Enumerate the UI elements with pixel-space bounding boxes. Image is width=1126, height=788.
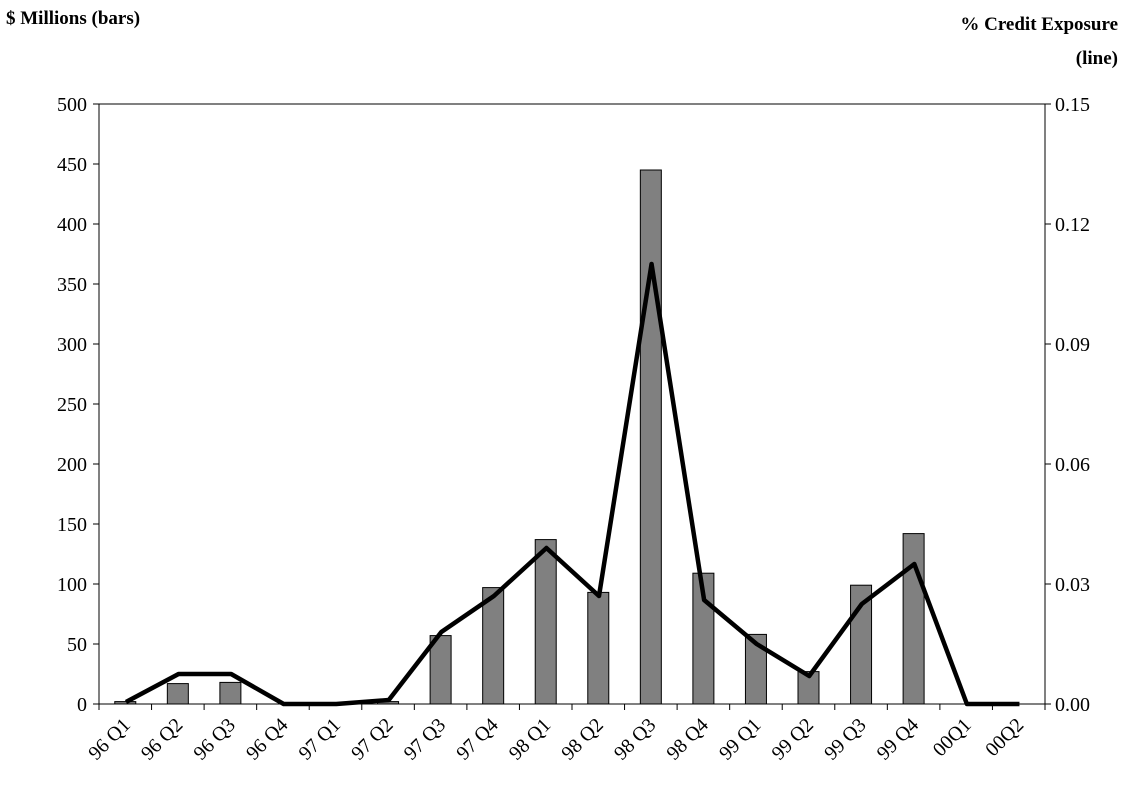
right-axis-tick-label: 0.09 [1055,334,1090,356]
exposure-line [124,261,1020,707]
x-axis-tick-label: 98 Q4 [662,714,713,765]
bar [587,591,610,705]
left-axis-tick-label: 0 [77,694,87,716]
bar [166,683,189,705]
left-axis-tick-label: 300 [57,334,87,356]
x-axis-tick-label: 99 Q1 [715,714,766,765]
x-axis-tick-label: 97 Q2 [347,714,398,765]
x-axis-tick-label: 99 Q3 [820,714,871,765]
x-axis-tick-label: 96 Q1 [84,714,135,765]
x-axis-tick-label: 98 Q3 [610,714,661,765]
x-axis-tick-label: 00Q2 [981,714,1028,761]
bar [639,169,662,705]
right-axis-tick-label: 0.15 [1055,94,1090,116]
left-axis-tick-label: 100 [57,574,87,596]
x-axis-tick-label: 97 Q4 [452,714,503,765]
right-axis-title-line1: % Credit Exposure [960,14,1118,35]
left-axis-tick-label: 150 [57,514,87,536]
left-axis-tick-label: 200 [57,454,87,476]
right-axis-title-line2: (line) [1075,48,1118,69]
right-axis-title: % Credit Exposure (line) [960,8,1118,76]
left-axis-tick-label: 500 [57,94,87,116]
left-axis-tick-label: 50 [67,634,87,656]
left-axis-tick-label: 400 [57,214,87,236]
left-axis-tick-label: 350 [57,274,87,296]
bar [534,539,557,705]
bar [744,633,767,705]
x-axis-tick-label: 97 Q3 [400,714,451,765]
bar [797,671,820,705]
bar [482,587,505,705]
right-axis-tick-label: 0.12 [1055,214,1090,236]
x-axis-tick-label: 97 Q1 [295,714,346,765]
right-axis-tick-label: 0.06 [1055,454,1090,476]
right-axis-tick-label: 0.00 [1055,694,1090,716]
left-axis-tick-label: 450 [57,154,87,176]
x-axis-tick-label: 98 Q1 [505,714,556,765]
x-axis-tick-label: 98 Q2 [557,714,608,765]
left-axis-title: $ Millions (bars) [6,8,141,29]
x-axis-tick-label: 99 Q4 [873,714,924,765]
bar [219,681,242,705]
left-axis-tick-label: 250 [57,394,87,416]
x-axis-tick-label: 96 Q4 [242,714,293,765]
x-axis-tick-label: 99 Q2 [768,714,819,765]
bar [114,701,137,705]
right-axis-tick-label: 0.03 [1055,574,1090,596]
x-axis-tick-label: 96 Q2 [137,714,188,765]
x-axis-tick-label: 96 Q3 [189,714,240,765]
x-axis-tick-label: 00Q1 [929,714,976,761]
bar [902,533,925,705]
